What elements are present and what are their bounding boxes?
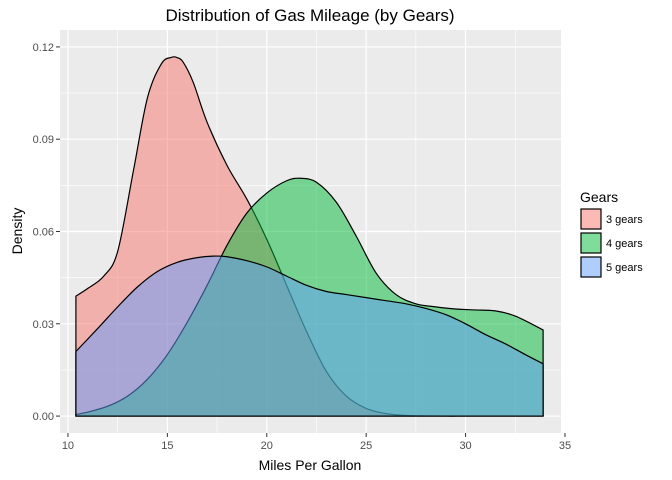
y-axis-title: Density bbox=[9, 208, 25, 255]
legend-swatch-3-gears bbox=[580, 208, 602, 230]
chart-title: Distribution of Gas Mileage (by Gears) bbox=[165, 6, 454, 25]
y-tick-label: 0.09 bbox=[33, 134, 54, 146]
x-axis-title: Miles Per Gallon bbox=[259, 457, 362, 473]
y-axis: 0.00 0.03 0.06 0.09 0.12 bbox=[33, 42, 60, 423]
legend-title: Gears bbox=[580, 189, 618, 205]
legend-label: 3 gears bbox=[606, 214, 643, 226]
legend: Gears 3 gears 4 gears 5 gears bbox=[580, 189, 643, 278]
x-tick-label: 25 bbox=[360, 440, 372, 452]
density-area-5-gears bbox=[75, 255, 544, 417]
y-tick-label: 0.00 bbox=[33, 411, 54, 423]
x-tick-label: 15 bbox=[161, 440, 173, 452]
legend-swatch-4-gears bbox=[580, 232, 602, 254]
density-areas bbox=[75, 56, 544, 417]
y-tick-label: 0.06 bbox=[33, 227, 54, 239]
legend-swatch-5-gears bbox=[580, 256, 602, 278]
legend-label: 4 gears bbox=[606, 238, 643, 250]
x-tick-label: 10 bbox=[62, 440, 74, 452]
x-tick-label: 20 bbox=[261, 440, 273, 452]
x-axis: 10 15 20 25 30 35 bbox=[62, 433, 571, 452]
y-tick-label: 0.12 bbox=[33, 42, 54, 54]
x-tick-label: 30 bbox=[459, 440, 471, 452]
y-tick-label: 0.03 bbox=[33, 319, 54, 331]
x-tick-label: 35 bbox=[559, 440, 571, 452]
legend-label: 5 gears bbox=[606, 262, 643, 274]
